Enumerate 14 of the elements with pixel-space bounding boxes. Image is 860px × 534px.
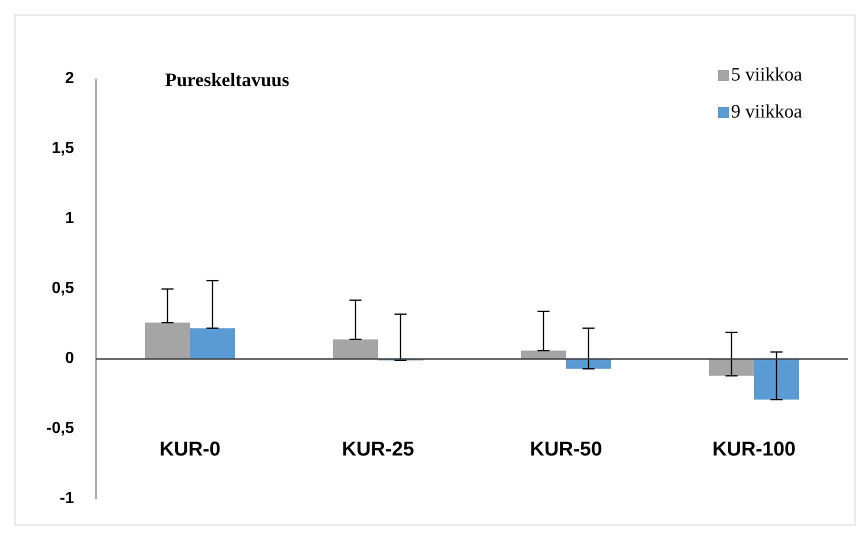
y-tick-label: -1 <box>60 490 74 508</box>
x-tick-label: KUR-0 <box>159 438 221 460</box>
x-tick-label: KUR-100 <box>712 438 796 460</box>
y-tick-label: -0,5 <box>46 420 74 438</box>
y-tick-label: 1 <box>65 210 74 228</box>
y-tick-label: 0 <box>65 350 74 368</box>
x-tick-label: KUR-25 <box>342 438 414 460</box>
y-tick-label: 2 <box>65 70 74 88</box>
y-tick-label: 0,5 <box>52 280 74 298</box>
x-tick-label: KUR-50 <box>530 438 602 460</box>
legend-label: 9 viikkoa <box>731 101 803 122</box>
chart-title: Pureskeltavuus <box>165 70 290 91</box>
legend-label: 5 viikkoa <box>731 64 803 86</box>
y-tick-label: 1,5 <box>52 140 74 158</box>
